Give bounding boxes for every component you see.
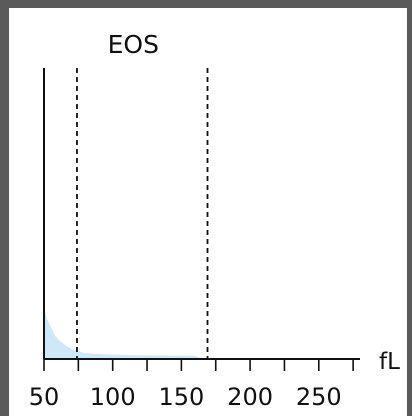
- window-right-edge: [407, 0, 412, 416]
- axis-layer: 50 100 150 200 250: [29, 68, 360, 411]
- x-axis-unit-label: fL: [379, 349, 400, 375]
- threshold-layer: [76, 68, 209, 359]
- window-top-bar: [0, 0, 412, 8]
- x-tick-label-50: 50: [29, 383, 60, 411]
- distribution-layer: [44, 309, 202, 359]
- eos-histogram-chart: EOS 50 100 150 200 250 fL: [29, 30, 400, 411]
- x-tick-label-200: 200: [227, 383, 273, 411]
- chart-title: EOS: [108, 30, 159, 59]
- x-tick-label-100: 100: [90, 383, 136, 411]
- distribution-area-0: [44, 309, 202, 359]
- window-left-edge: [0, 0, 9, 416]
- x-tick-label-250: 250: [296, 383, 342, 411]
- x-tick-label-150: 150: [158, 383, 204, 411]
- histogram-panel: EOS 50 100 150 200 250 fL: [9, 8, 407, 416]
